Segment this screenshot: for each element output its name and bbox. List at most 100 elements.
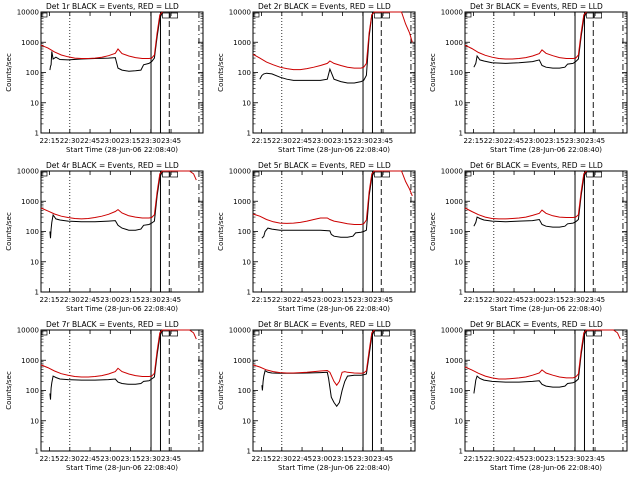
x-tick-label: 23:45 <box>373 137 393 145</box>
x-tick-label: 23:30 <box>353 137 373 145</box>
lld-series-line <box>464 329 621 380</box>
y-tick-label: 10000 <box>441 168 463 176</box>
y-tick-label: 1000 <box>445 198 463 206</box>
chart-panel-1: Det 1r BLACK = Events, RED = LLD 1 10 100 10… <box>5 2 204 154</box>
lld-series-line <box>40 11 163 59</box>
y-tick-label: 1000 <box>233 198 251 206</box>
x-tick-label: 23:30 <box>353 296 373 304</box>
y-tick-label: 10000 <box>17 168 39 176</box>
top-left-box <box>41 171 48 177</box>
top-box-marker <box>374 330 382 337</box>
chart-panel-3: Det 3r BLACK = Events, RED = LLD 1 10 100 10… <box>429 2 628 154</box>
y-tick-label: 1 <box>459 448 463 456</box>
y-tick-label: 100 <box>238 69 251 77</box>
chart-panel-9: Det 9r BLACK = Events, RED = LLD 1 10 100 10… <box>429 320 628 472</box>
chart-panel-6: Det 6r BLACK = Events, RED = LLD 1 10 100 10… <box>429 161 628 313</box>
plot-frame <box>252 329 416 452</box>
x-tick-label: 23:00 <box>524 455 544 463</box>
y-tick-label: 100 <box>26 228 39 236</box>
x-tick-label: 23:00 <box>100 296 120 304</box>
top-box-marker <box>594 171 602 178</box>
x-tick-label: 22:45 <box>80 137 100 145</box>
x-tick-label: 23:45 <box>585 455 605 463</box>
x-tick-label: 23:15 <box>544 455 564 463</box>
x-tick-label: 23:30 <box>141 137 161 145</box>
y-tick-label: 1 <box>247 130 251 138</box>
x-axis-label: Start Time (28-Jun-06 22:08:40) <box>278 464 390 472</box>
lld-series-line <box>464 11 587 60</box>
top-box-marker <box>374 171 382 178</box>
chart-title: Det 7r BLACK = Events, RED = LLD <box>46 320 179 329</box>
x-axis-label: Start Time (28-Jun-06 22:08:40) <box>490 146 602 154</box>
top-box-marker <box>162 12 170 19</box>
y-axis-label: Counts/sec <box>5 212 13 251</box>
events-series-line <box>473 170 587 228</box>
top-box-marker <box>162 171 170 178</box>
x-tick-label: 22:45 <box>80 296 100 304</box>
top-box-marker <box>170 330 178 337</box>
x-tick-label: 23:45 <box>585 296 605 304</box>
x-axis-label: Start Time (28-Jun-06 22:08:40) <box>490 305 602 313</box>
events-series-line <box>49 11 163 72</box>
lld-series-line <box>252 170 413 225</box>
events-series-line <box>49 329 163 400</box>
y-tick-label: 1 <box>35 289 39 297</box>
y-tick-label: 1000 <box>21 198 39 206</box>
x-tick-label: 23:00 <box>100 455 120 463</box>
y-axis-label: Counts/sec <box>429 212 437 251</box>
top-box-marker <box>382 330 390 337</box>
events-series-line <box>49 170 163 239</box>
x-axis-label: Start Time (28-Jun-06 22:08:40) <box>66 464 178 472</box>
x-tick-label: 23:45 <box>161 455 181 463</box>
plot-frame <box>464 11 628 134</box>
top-left-box <box>465 171 472 177</box>
y-tick-label: 100 <box>238 387 251 395</box>
lld-series-line <box>464 170 587 220</box>
top-left-box <box>465 12 472 18</box>
lld-series-line <box>40 170 197 220</box>
plot-frame <box>252 170 416 293</box>
x-axis-label: Start Time (28-Jun-06 22:08:40) <box>278 146 390 154</box>
x-tick-label: 23:30 <box>353 455 373 463</box>
y-tick-label: 1 <box>247 289 251 297</box>
chart-panel-7: Det 7r BLACK = Events, RED = LLD 1 10 100 10… <box>5 320 204 472</box>
top-left-box <box>465 330 472 336</box>
x-tick-label: 23:30 <box>565 137 585 145</box>
y-tick-label: 10000 <box>441 327 463 335</box>
x-axis-label: Start Time (28-Jun-06 22:08:40) <box>66 305 178 313</box>
events-series-line <box>473 11 587 69</box>
y-tick-label: 100 <box>450 228 463 236</box>
x-axis-label: Start Time (28-Jun-06 22:08:40) <box>66 146 178 154</box>
y-tick-label: 10000 <box>229 9 251 17</box>
x-tick-label: 23:00 <box>312 296 332 304</box>
y-tick-label: 100 <box>238 228 251 236</box>
x-tick-label: 23:00 <box>312 137 332 145</box>
x-tick-label: 23:15 <box>120 455 140 463</box>
y-axis-label: Counts/sec <box>5 53 13 92</box>
plot-frame <box>40 170 204 293</box>
lld-series-line <box>40 329 197 378</box>
y-tick-label: 10000 <box>229 327 251 335</box>
top-box-marker <box>374 12 382 19</box>
top-box-marker <box>382 171 390 178</box>
chart-panel-4: Det 4r BLACK = Events, RED = LLD 1 10 100 10… <box>5 161 204 313</box>
y-tick-label: 1000 <box>21 39 39 47</box>
chart-panel-2: Det 2r BLACK = Events, RED = LLD 1 10 100 10… <box>217 2 416 154</box>
events-series-line <box>261 170 375 239</box>
y-tick-label: 10000 <box>17 327 39 335</box>
x-axis-label: Start Time (28-Jun-06 22:08:40) <box>490 464 602 472</box>
x-tick-label: 23:30 <box>565 455 585 463</box>
x-tick-label: 22:15 <box>463 296 483 304</box>
y-tick-label: 1000 <box>233 357 251 365</box>
x-tick-label: 23:00 <box>524 137 544 145</box>
x-tick-label: 22:30 <box>484 296 504 304</box>
x-tick-label: 23:15 <box>120 296 140 304</box>
x-tick-label: 22:30 <box>60 455 80 463</box>
y-tick-label: 1 <box>35 130 39 138</box>
y-tick-label: 100 <box>450 69 463 77</box>
chart-panel-5: Det 5r BLACK = Events, RED = LLD 1 10 100 10… <box>217 161 416 313</box>
y-tick-label: 1000 <box>233 39 251 47</box>
chart-title: Det 3r BLACK = Events, RED = LLD <box>470 2 603 11</box>
x-tick-label: 22:15 <box>39 296 59 304</box>
